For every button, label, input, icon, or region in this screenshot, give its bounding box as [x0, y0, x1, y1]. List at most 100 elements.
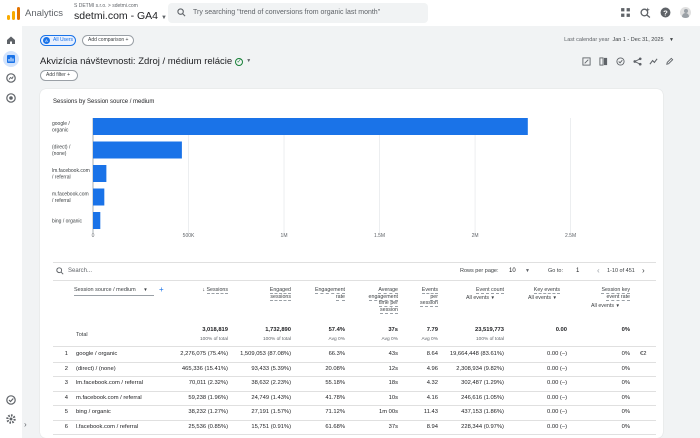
row-events-per-session: 11.43 [423, 409, 438, 415]
y-category-label: organic [52, 128, 69, 134]
analytics-logo-icon[interactable] [7, 7, 21, 20]
report-title[interactable]: Akvizícia návštevnosti: Zdroj / médium r… [40, 56, 251, 67]
row-sessions: 59,238 (1.96%) [188, 394, 228, 401]
col-engagement-rate-header[interactable]: Engagement rate [300, 287, 345, 301]
share-icon[interactable] [633, 57, 642, 66]
search-bar[interactable]: Try searching "trend of conversions from… [168, 3, 428, 23]
chevron-down-icon[interactable]: ▼ [525, 268, 530, 274]
row-key-events: 0.00 (–) [547, 423, 567, 430]
admin-gear-icon[interactable] [5, 413, 17, 425]
insights-icon[interactable] [5, 394, 17, 406]
add-comparison-button[interactable]: Add comparison + [82, 35, 134, 46]
goto-label: Go to: [548, 268, 563, 274]
row-events-per-session: 8.94 [426, 423, 438, 430]
date-range-picker[interactable]: Last calendar year Jan 1 - Dec 31, 2025 … [564, 37, 674, 43]
row-extra: €2 [640, 351, 647, 357]
col-key-events-header[interactable]: Key events [510, 287, 560, 294]
prev-page-icon[interactable]: ‹ [597, 266, 600, 275]
table-search-input[interactable]: Search... [68, 268, 93, 274]
apps-grid-icon[interactable] [620, 7, 631, 18]
home-icon[interactable] [5, 34, 17, 46]
y-category-label: bing / organic [52, 219, 83, 225]
insights-icon[interactable] [616, 57, 625, 66]
row-events-per-session: 4.32 [426, 380, 438, 386]
row-avg-engagement: 10s [388, 394, 398, 401]
col-events-per-session-header[interactable]: Events per session [405, 287, 438, 308]
customize-report-icon[interactable] [582, 57, 591, 66]
row-avg-engagement: 18s [388, 380, 398, 386]
goto-page-input[interactable]: 1 [576, 268, 580, 274]
account-picker[interactable]: S DETMI s.r.o. > sdetmi.com sdetmi.com -… [74, 3, 167, 22]
total-key-events: 0.00 [555, 327, 567, 333]
col-ec-label: Event count [476, 287, 504, 294]
row-engaged: 27,191 (1.57%) [251, 409, 291, 415]
row-sessions: 465,336 (15.41%) [181, 365, 228, 372]
col-eps-label-1: Events [421, 287, 438, 294]
add-filter-button[interactable]: Add filter + [40, 70, 78, 81]
row-session-key-rate: 0% [621, 423, 630, 430]
bar [93, 212, 101, 229]
row-dimension[interactable]: lm.facebook.com / referral [76, 380, 144, 386]
total-avg-engagement: 37s [388, 327, 398, 333]
total-ec-sub: 100% of total [475, 337, 504, 342]
report-title-text: Akvizícia návštevnosti: Zdroj / médium r… [40, 56, 233, 67]
plus-icon: + [125, 37, 129, 43]
row-dimension[interactable]: bing / organic [76, 409, 111, 415]
col-engaged-header[interactable]: Engaged sessions [240, 287, 291, 301]
y-category-label: / referral [52, 175, 71, 181]
next-page-icon[interactable]: › [642, 266, 645, 275]
row-dimension[interactable]: (direct) / (none) [76, 365, 116, 372]
chevron-down-icon: ▼ [143, 287, 148, 292]
x-tick-label: 2.5M [565, 233, 576, 239]
total-er-sub: Avg 0% [328, 337, 345, 342]
add-dimension-plus-icon[interactable]: + [159, 285, 164, 294]
totals-label: Total [76, 332, 88, 338]
search-icon [177, 8, 186, 17]
row-engaged: 1,509,053 (87.08%) [240, 351, 291, 357]
search-icon[interactable] [56, 267, 64, 275]
row-engagement-rate: 66.3% [328, 351, 345, 357]
row-engaged: 15,751 (0.91%) [251, 423, 291, 430]
dimension-select[interactable]: Session source / medium ▼ [74, 287, 148, 293]
total-eps-sub: Avg 0% [421, 337, 438, 342]
trend-icon[interactable] [649, 57, 658, 66]
col-avg-engagement-header[interactable]: Average engagement time per session [350, 287, 398, 314]
row-event-count: 2,308,934 (9.82%) [456, 365, 504, 372]
total-session-key-rate: 0% [621, 327, 630, 333]
row-key-events: 0.00 (–) [547, 394, 567, 401]
compare-icon[interactable] [599, 57, 608, 66]
row-dimension[interactable]: l.facebook.com / referral [76, 423, 139, 430]
bar [93, 118, 528, 135]
explore-icon[interactable] [5, 72, 17, 84]
edit-pencil-icon[interactable] [665, 57, 674, 66]
col-aet-label-4: session [380, 306, 398, 314]
col-event-count-header[interactable]: Event count [445, 287, 504, 294]
property-name: sdetmi.com - GA4 [74, 10, 159, 22]
row-events-per-session: 4.96 [426, 365, 438, 372]
row-dimension[interactable]: m.facebook.com / referral [76, 394, 142, 401]
divider [53, 346, 656, 347]
segment-chip-all-users[interactable]: A All Users [40, 35, 76, 46]
account-avatar[interactable] [680, 7, 691, 18]
plus-icon: + [67, 72, 71, 78]
event-count-filter-select[interactable]: All events ▼ [466, 295, 495, 301]
col-engaged-label-2: sessions [270, 293, 291, 301]
row-sessions: 38,232 (1.27%) [188, 409, 228, 415]
session-key-rate-filter-select[interactable]: All events ▼ [591, 303, 620, 309]
reports-icon[interactable] [3, 51, 19, 67]
help-icon[interactable]: ? [660, 7, 671, 18]
row-session-key-rate: 0% [621, 394, 630, 401]
bar [93, 188, 105, 206]
segment-label: All Users [53, 37, 74, 43]
search-insights-icon[interactable] [640, 7, 651, 18]
row-dimension[interactable]: google / organic [76, 351, 118, 357]
col-sessions-header[interactable]: ↓ Sessions [180, 287, 228, 294]
expand-nav-chevron-icon[interactable]: › [24, 420, 27, 429]
row-key-events: 0.00 (–) [547, 351, 567, 357]
row-session-key-rate: 0% [621, 409, 630, 415]
advertising-icon[interactable] [5, 92, 17, 104]
col-session-key-rate-header[interactable]: Session key event rate [580, 287, 630, 301]
key-events-filter-select[interactable]: All events ▼ [528, 295, 557, 301]
col-eps-label-3: session [420, 300, 438, 308]
rows-per-page-select[interactable]: 10 [509, 268, 516, 274]
